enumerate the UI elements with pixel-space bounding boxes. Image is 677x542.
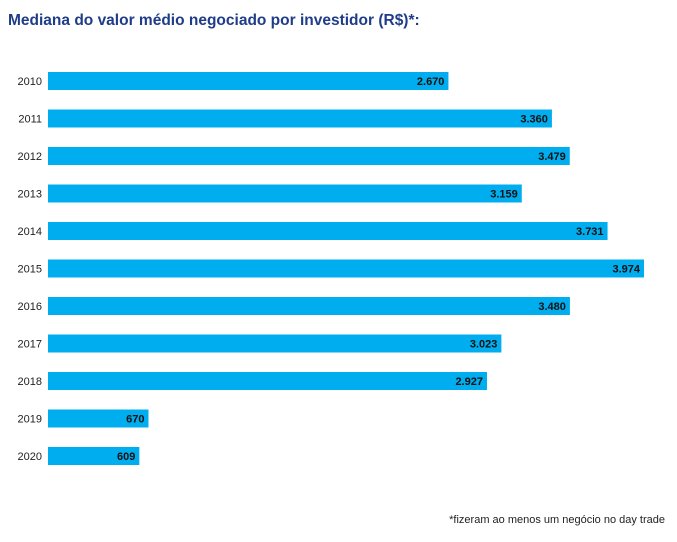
category-label: 2012	[18, 151, 42, 163]
value-label: 3.480	[538, 301, 566, 313]
category-label: 2011	[18, 114, 42, 126]
category-label: 2014	[18, 226, 42, 238]
bar-2019	[48, 409, 149, 428]
category-label: 2019	[18, 414, 42, 426]
value-label: 3.360	[520, 114, 548, 126]
chart-title: Mediana do valor médio negociado por inv…	[8, 12, 420, 29]
value-label: 3.159	[490, 189, 518, 201]
chart-footnote: *fizeram ao menos um negócio no day trad…	[449, 514, 665, 526]
value-label: 3.974	[612, 264, 640, 276]
bar-2012	[48, 147, 570, 165]
bar-2013	[48, 184, 522, 203]
bar-2015	[48, 259, 644, 278]
category-label: 2020	[18, 451, 42, 463]
value-label: 3.731	[576, 226, 604, 238]
bar-2010	[48, 72, 449, 90]
value-label: 670	[126, 414, 144, 426]
category-label: 2015	[18, 264, 42, 276]
category-label: 2010	[18, 76, 42, 88]
value-label: 2.927	[455, 376, 483, 388]
bar-2020	[48, 447, 140, 465]
value-label: 609	[117, 451, 135, 463]
value-label: 3.479	[538, 151, 566, 163]
bar-2016	[48, 297, 570, 315]
bar-2018	[48, 372, 487, 390]
category-label: 2013	[18, 189, 42, 201]
bar-2017	[48, 334, 502, 353]
category-label: 2018	[18, 376, 42, 388]
bar-2011	[48, 109, 552, 128]
category-label: 2017	[18, 339, 42, 351]
bar-2014	[48, 222, 608, 240]
value-label: 2.670	[417, 76, 445, 88]
category-label: 2016	[18, 301, 42, 313]
value-label: 3.023	[470, 339, 498, 351]
